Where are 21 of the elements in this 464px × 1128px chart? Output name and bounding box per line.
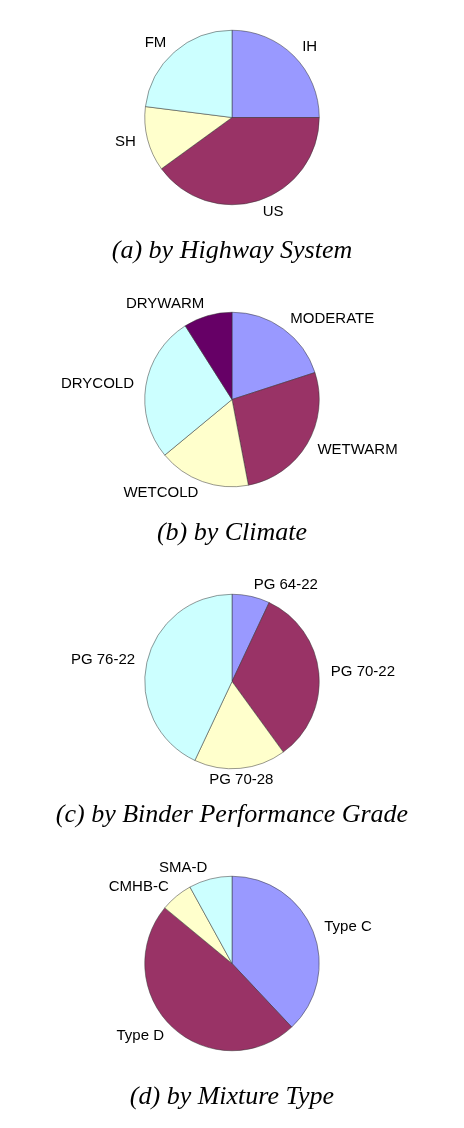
slice-label: PG 64-22: [253, 574, 318, 592]
slice-label: Type D: [116, 1025, 165, 1043]
slice-label: WETWARM: [317, 440, 398, 458]
slice-label: MODERATE: [290, 309, 375, 327]
slice-label: IH: [302, 37, 318, 55]
text: (d) by Mixture Type: [128, 1081, 336, 1111]
slice-label: SH: [115, 132, 136, 150]
slice-label: WETCOLD: [123, 483, 199, 501]
text: (c) by Binder Performance Grade: [54, 799, 410, 829]
slice-label: DRYCOLD: [60, 374, 135, 392]
text: (b) by Climate: [155, 517, 309, 547]
slice-label: Type C: [324, 917, 372, 935]
slice-label: FM: [144, 33, 167, 51]
text: (a) by Highway System: [110, 235, 354, 265]
slice-label: DRYWARM: [125, 294, 205, 312]
slice-label: PG 70-28: [209, 770, 274, 788]
slice-label: CMHB-C: [108, 877, 169, 895]
slice-label: PG 76-22: [70, 649, 136, 667]
slice-label: US: [262, 202, 284, 220]
slice-label: SMA-D: [158, 857, 208, 875]
slice-label: PG 70-22: [330, 662, 396, 680]
